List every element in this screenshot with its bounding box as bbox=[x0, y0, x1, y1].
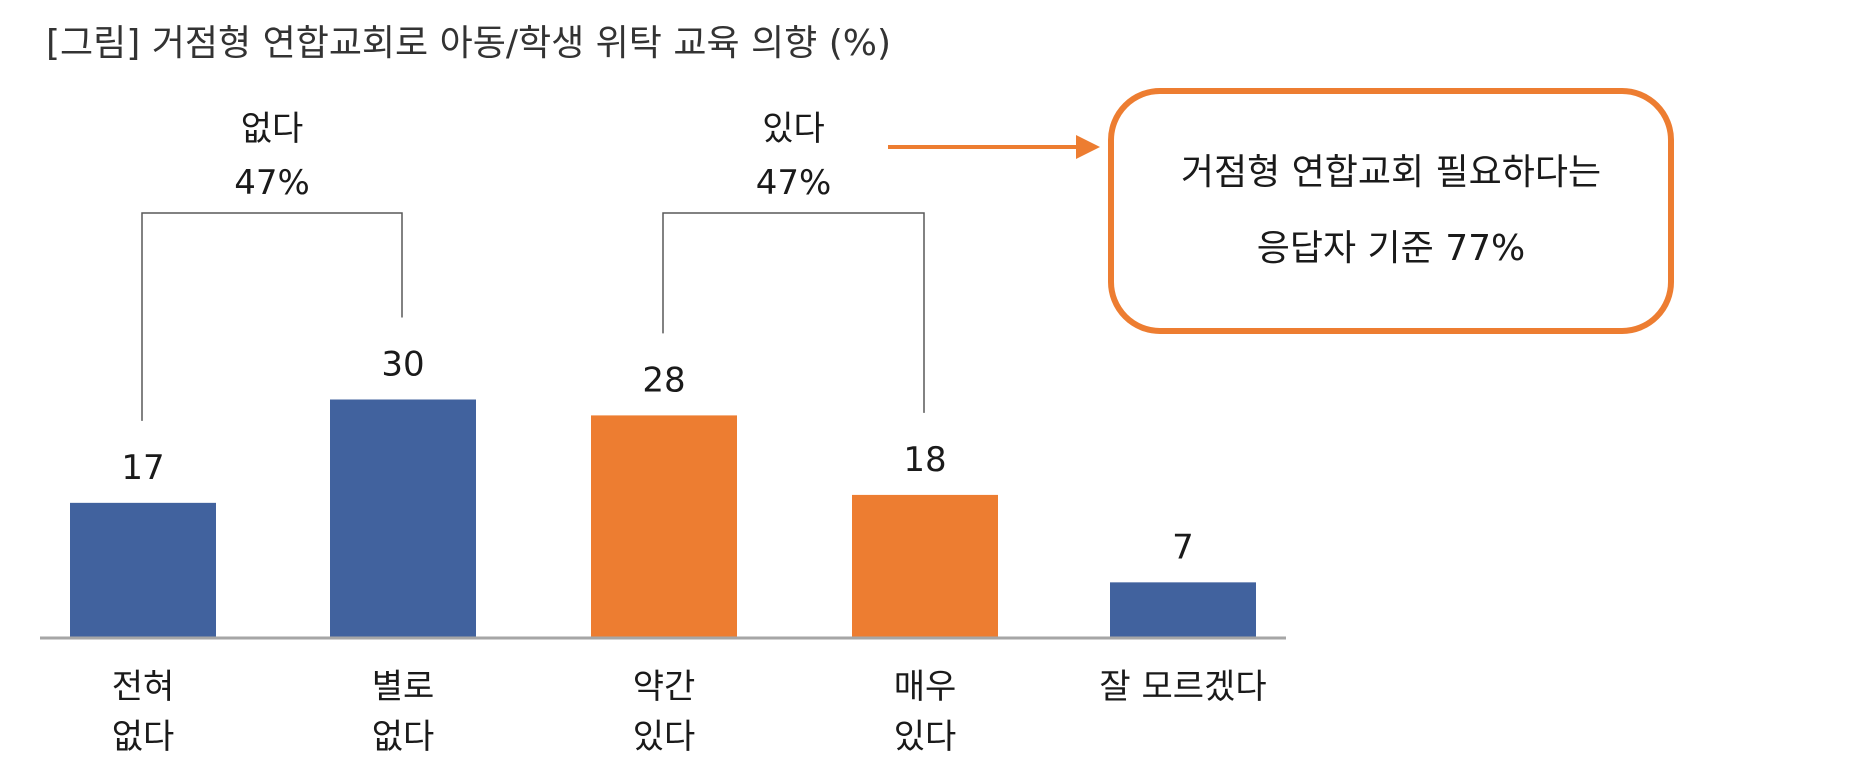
group-value-1: 47% bbox=[756, 163, 832, 203]
category-label-1-0: 별로 bbox=[372, 667, 435, 707]
value-label-0: 17 bbox=[121, 448, 164, 488]
category-label-2-0: 약간 bbox=[633, 667, 696, 707]
bar-2 bbox=[591, 415, 737, 638]
group-bracket-0 bbox=[141, 212, 403, 421]
bar-1 bbox=[330, 399, 476, 638]
value-label-4: 7 bbox=[1172, 527, 1194, 567]
category-label-1-1: 없다 bbox=[372, 717, 435, 757]
bar-0 bbox=[70, 502, 216, 638]
category-label-3-0: 매우 bbox=[894, 667, 957, 707]
category-label-0-0: 전혀 bbox=[112, 667, 175, 707]
value-label-1: 30 bbox=[381, 345, 424, 385]
category-label-0-1: 없다 bbox=[112, 717, 175, 757]
callout-line-2: 응답자 기준 77% bbox=[1256, 228, 1526, 269]
chart-title: [그림] 거점형 연합교회로 아동/학생 위탁 교육 의향 (%) bbox=[46, 23, 892, 64]
bar-3 bbox=[852, 494, 998, 638]
group-bracket-1 bbox=[662, 212, 925, 413]
value-label-2: 28 bbox=[642, 360, 685, 400]
group-label-0: 없다 bbox=[241, 109, 304, 149]
callout-line-1: 거점형 연합교회 필요하다는 bbox=[1180, 152, 1602, 193]
category-label-2-1: 있다 bbox=[633, 717, 696, 757]
callout-box: 거점형 연합교회 필요하다는 응답자 기준 77% bbox=[1108, 88, 1674, 334]
group-value-0: 47% bbox=[234, 163, 310, 203]
group-label-1: 있다 bbox=[762, 109, 825, 149]
bar-4 bbox=[1110, 582, 1256, 638]
callout-arrow-head bbox=[1076, 135, 1100, 159]
category-label-4-0: 잘 모르겠다 bbox=[1099, 667, 1266, 707]
value-label-3: 18 bbox=[903, 440, 946, 480]
category-label-3-1: 있다 bbox=[894, 717, 957, 757]
